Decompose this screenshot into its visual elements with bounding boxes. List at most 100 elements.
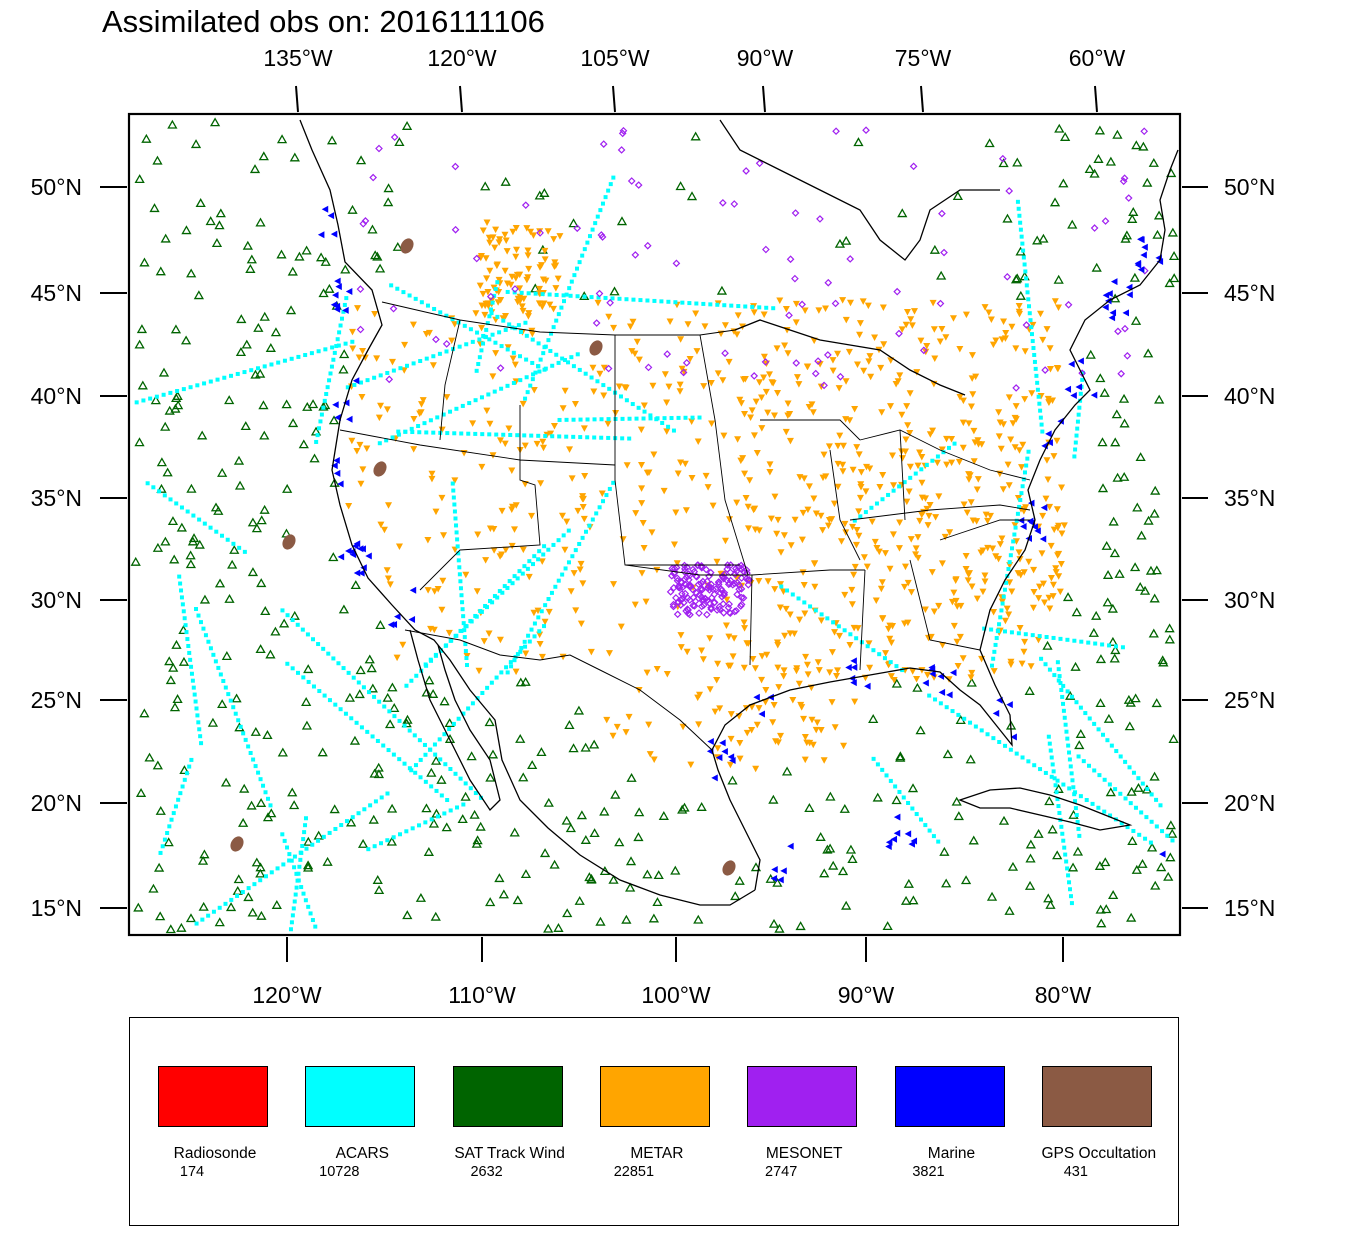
metar-marker [906, 430, 914, 437]
sat-wind-marker [236, 314, 247, 324]
sat-wind-marker [220, 777, 232, 787]
acars-marker [577, 260, 582, 265]
acars-marker [1125, 825, 1130, 830]
metar-marker [399, 641, 407, 649]
metar-marker [482, 300, 490, 308]
sat-wind-marker [270, 327, 282, 337]
mesonet-marker [1114, 327, 1122, 336]
acars-marker [1067, 757, 1072, 762]
metar-marker [781, 342, 789, 349]
acars-marker [365, 729, 370, 734]
acars-marker [1034, 373, 1039, 378]
mesonet-marker [1090, 224, 1099, 232]
metar-marker [969, 391, 977, 398]
mesonet-marker [688, 585, 697, 594]
sat-wind-marker [1169, 273, 1180, 283]
acars-marker [359, 725, 364, 730]
acars-marker [194, 607, 199, 612]
metar-marker [907, 589, 915, 596]
acars-marker [455, 544, 460, 549]
sat-wind-marker [553, 923, 564, 932]
metar-marker [1044, 476, 1052, 483]
acars-marker [266, 796, 271, 801]
sat-wind-marker [1109, 548, 1120, 558]
metar-marker [929, 299, 937, 307]
marine-marker [1075, 383, 1082, 391]
mesonet-marker [669, 600, 678, 609]
marine-marker [1110, 278, 1118, 286]
sat-wind-marker [171, 639, 182, 649]
metar-marker [603, 716, 611, 724]
acars-marker [437, 737, 442, 742]
marine-marker [771, 865, 778, 873]
acars-marker [336, 661, 341, 666]
acars-marker [613, 416, 618, 421]
sat-wind-marker [301, 245, 312, 255]
metar-marker [809, 409, 817, 416]
metar-marker [948, 436, 956, 443]
metar-marker [824, 522, 832, 530]
acars-marker [997, 622, 1002, 627]
acars-marker [549, 331, 554, 336]
sat-wind-marker [255, 217, 266, 227]
metar-marker [522, 650, 530, 657]
acars-marker [489, 311, 494, 316]
acars-marker [1092, 768, 1097, 773]
acars-marker [1026, 297, 1031, 302]
acars-marker [262, 364, 267, 369]
acars-marker [179, 595, 184, 600]
acars-marker [1131, 770, 1136, 775]
marine-marker [885, 843, 892, 851]
metar-marker [501, 267, 509, 275]
sat-wind-marker [941, 878, 952, 888]
acars-marker [1080, 370, 1085, 375]
sat-wind-marker [564, 720, 575, 730]
metar-marker [907, 316, 915, 323]
acars-marker [423, 752, 428, 757]
acars-marker [161, 392, 166, 397]
metar-marker [481, 311, 489, 319]
sat-wind-marker [1103, 713, 1115, 723]
acars-marker [522, 433, 527, 438]
acars-marker [452, 509, 457, 514]
sat-wind-marker [1127, 214, 1138, 223]
metar-marker [938, 560, 946, 567]
acars-marker [1145, 787, 1150, 792]
metar-marker [482, 557, 490, 564]
acars-marker [979, 728, 984, 733]
acars-marker [1083, 711, 1088, 716]
acars-marker [494, 675, 499, 680]
metar-marker [743, 640, 751, 647]
metar-marker [968, 669, 976, 677]
marine-marker [996, 696, 1003, 704]
acars-marker [293, 892, 298, 897]
acars-marker [490, 332, 495, 337]
metar-marker [1053, 365, 1061, 372]
metar-marker [1007, 661, 1015, 668]
metar-marker [884, 625, 892, 633]
acars-marker [461, 614, 466, 619]
sat-wind-marker [1047, 824, 1058, 834]
acars-marker [168, 497, 173, 502]
acars-marker [924, 463, 929, 468]
sat-wind-marker [1097, 437, 1108, 447]
sat-wind-marker [1074, 740, 1085, 750]
acars-marker [652, 298, 657, 303]
metar-marker [755, 379, 763, 386]
acars-marker [548, 348, 553, 353]
acars-marker [1066, 743, 1071, 748]
acars-marker [564, 417, 569, 422]
metar-marker [1041, 599, 1049, 607]
acars-marker [575, 352, 580, 357]
sat-wind-marker [565, 823, 576, 833]
metar-marker [629, 318, 637, 326]
acars-marker [1058, 681, 1063, 686]
metar-marker [771, 586, 779, 593]
acars-marker [1062, 845, 1067, 850]
sat-wind-marker [625, 882, 636, 892]
acars-marker [275, 866, 280, 871]
acars-marker [319, 412, 324, 417]
metar-marker [480, 638, 488, 645]
acars-marker [1100, 642, 1105, 647]
acars-marker [1108, 813, 1113, 818]
